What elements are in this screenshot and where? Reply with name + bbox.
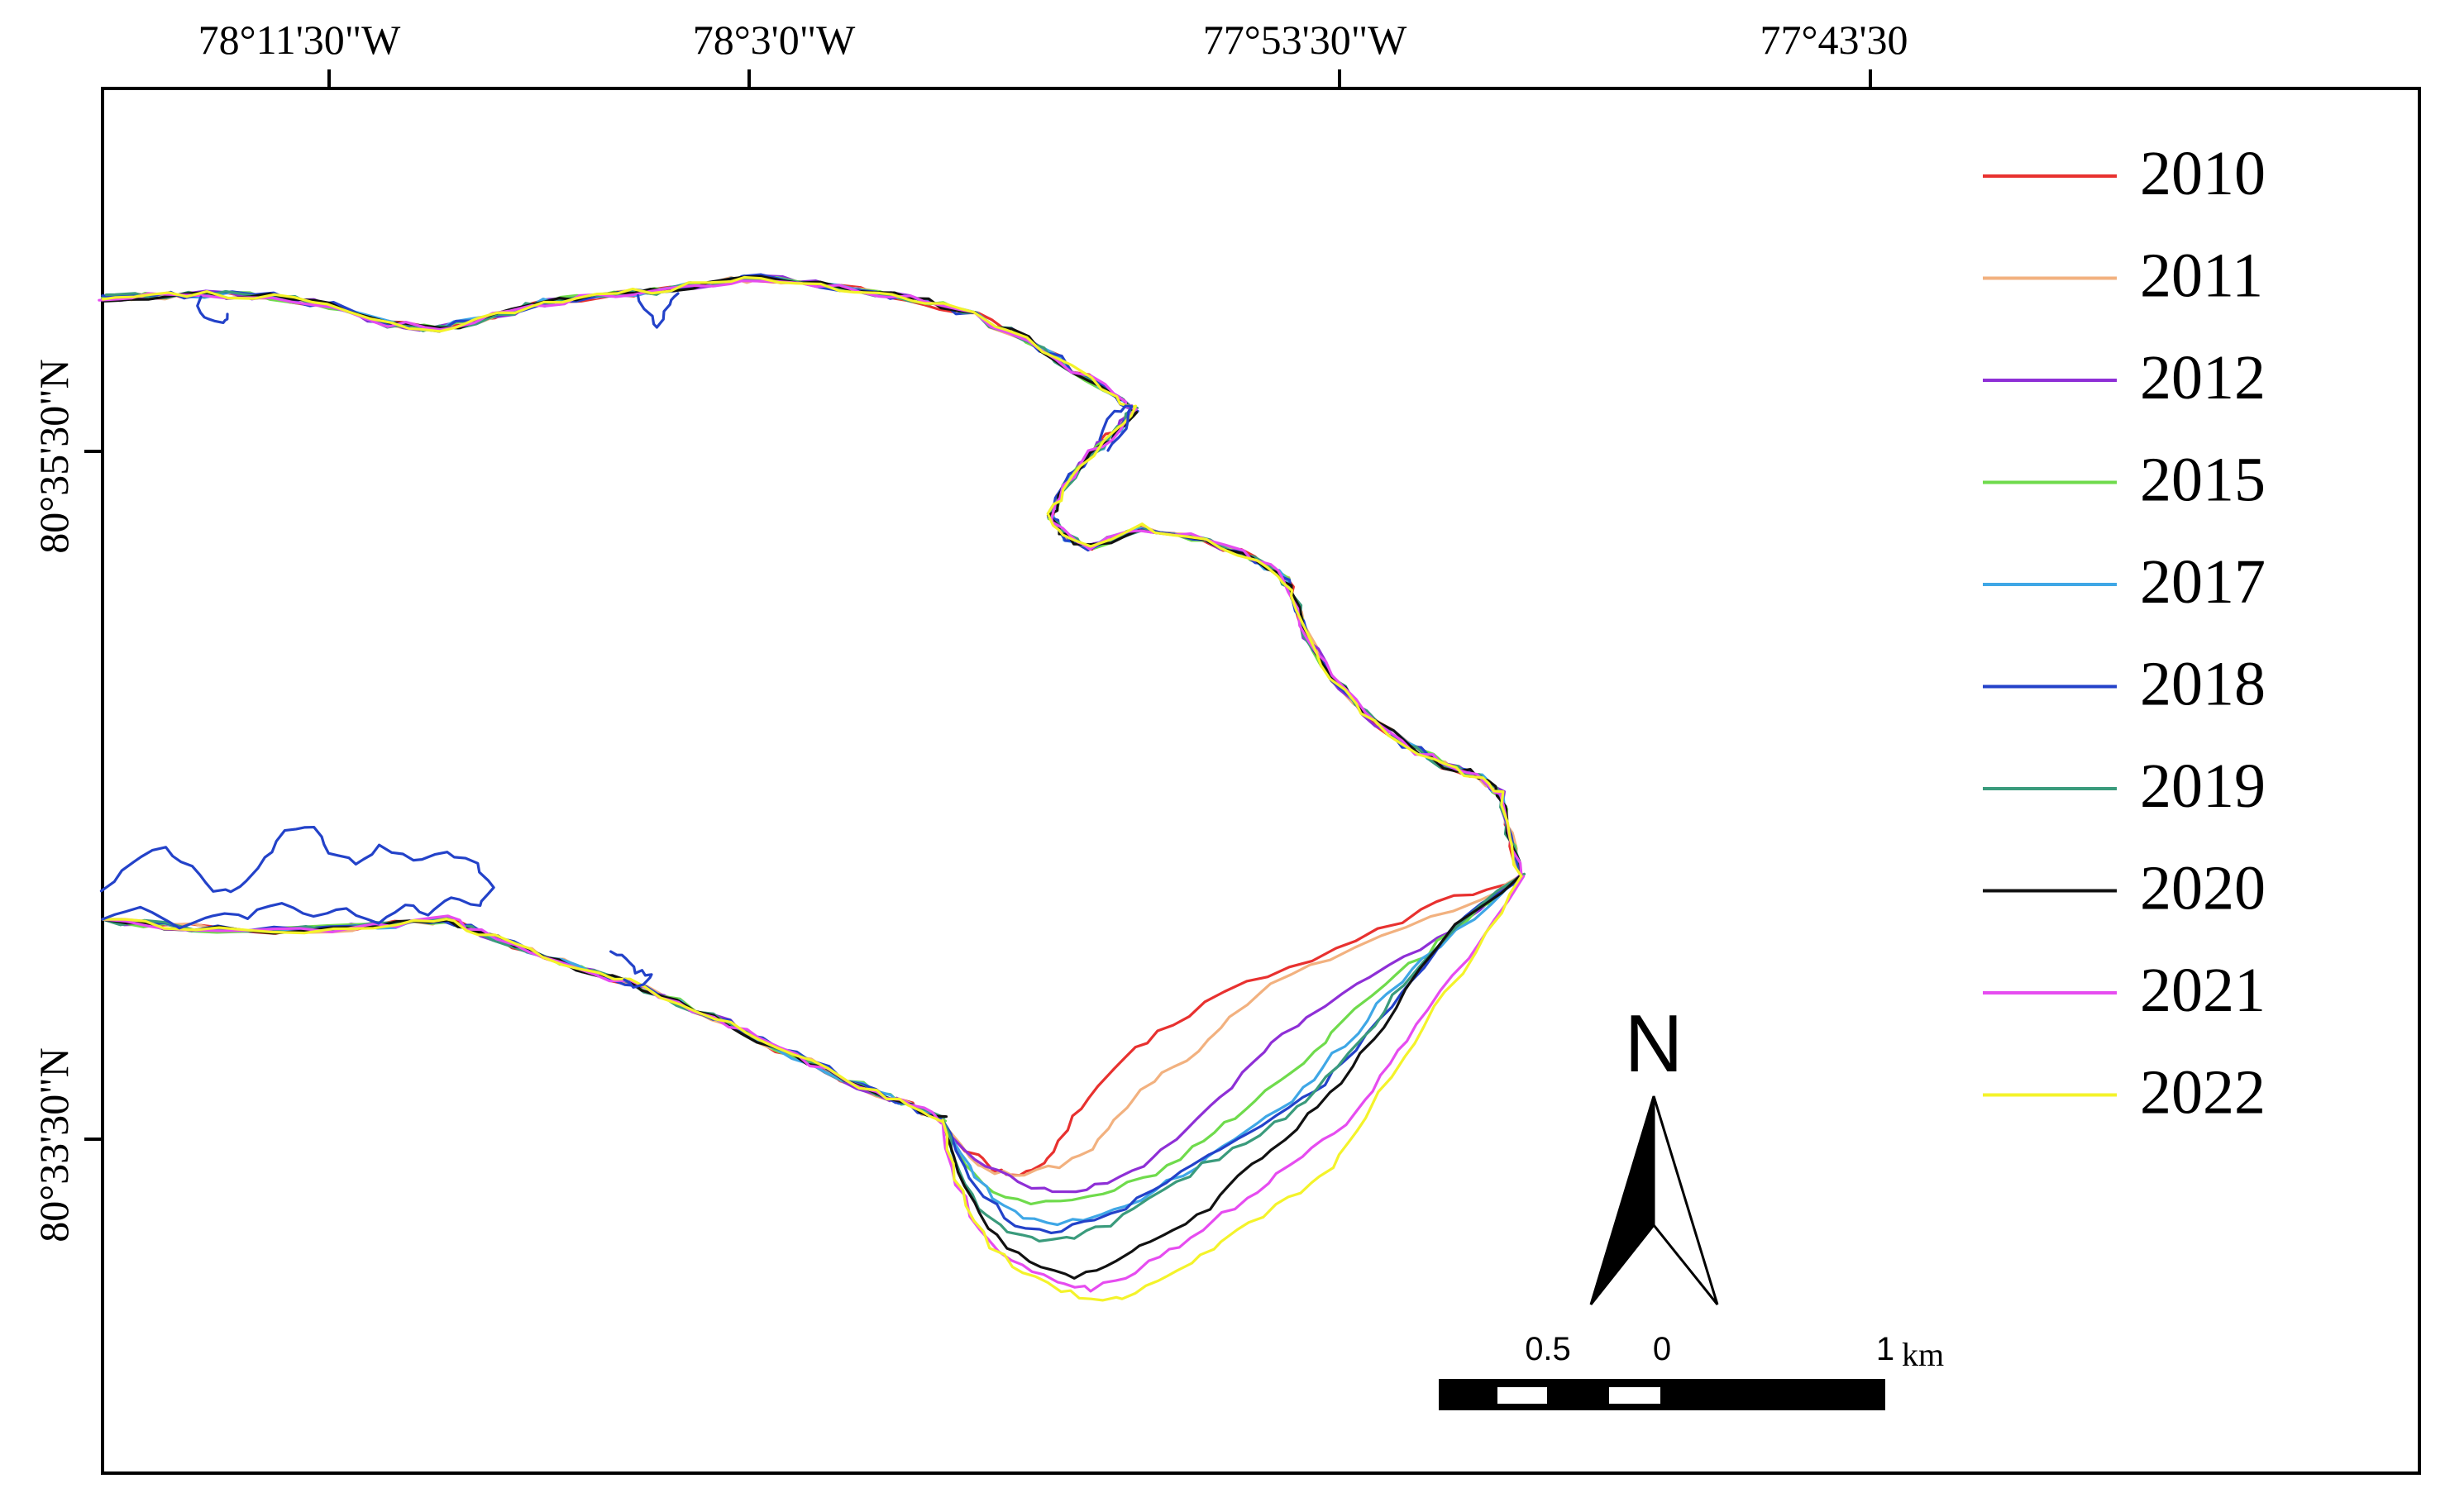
map-frame (101, 87, 2421, 1475)
scale-bar-segment-light-2 (1609, 1387, 1660, 1404)
outline-north-2021 (98, 279, 1523, 878)
glacier-outlines (98, 273, 1526, 1302)
legend-label-2018: 2018 (2140, 650, 2266, 719)
lat-label-2: 80°33'30"N (31, 1047, 77, 1243)
lon-label-2: 78°3'0"W (693, 17, 856, 63)
outline-south-2022 (101, 918, 945, 1123)
scale-label-0-5: 0.5 (1525, 1331, 1571, 1367)
legend-label-2012: 2012 (2140, 343, 2266, 413)
outline-patch-2018-4 (1098, 404, 1134, 452)
north-arrow: N (1589, 998, 1719, 1305)
lon-label-3: 77°53'30"W (1203, 17, 1407, 63)
terminus-2017 (941, 876, 1521, 1227)
legend-label-2019: 2019 (2140, 751, 2266, 821)
outline-patch-2018-5 (609, 950, 653, 989)
north-label: N (1625, 998, 1683, 1089)
legend-label-2021: 2021 (2140, 956, 2266, 1025)
scale-unit: km (1902, 1336, 1944, 1373)
latitude-labels: 80°35'30"N 80°33'30"N (31, 359, 77, 1243)
outline-north-2020 (101, 274, 1523, 878)
scale-bar-segment-light-1 (1497, 1387, 1547, 1404)
terminus-2020 (941, 874, 1523, 1280)
terminus-2019 (941, 872, 1526, 1243)
legend-label-2015: 2015 (2140, 446, 2266, 515)
longitude-ticks (327, 69, 1872, 88)
outline-north-2017 (104, 275, 1523, 878)
legend-label-2020: 2020 (2140, 854, 2266, 923)
longitude-labels: 78°11'30"W 78°3'0"W 77°53'30"W 77°43'30 (198, 17, 1908, 63)
terminus-2012 (941, 874, 1521, 1194)
legend-label-2010: 2010 (2140, 139, 2266, 208)
lon-label-1: 78°11'30"W (198, 17, 402, 63)
outline-north-2019 (104, 278, 1523, 878)
outline-north-2012 (104, 274, 1523, 878)
outline-patch-2018-2 (196, 295, 229, 325)
terminus-2022 (941, 875, 1522, 1302)
outline-patch-2018-3 (636, 292, 680, 329)
latitude-ticks (84, 450, 103, 1141)
lat-label-1: 80°35'30"N (31, 359, 77, 554)
scale-bar: 0.5 0 1 km (1439, 1331, 1944, 1410)
terminus-2018 (941, 877, 1524, 1235)
outline-north-2018 (101, 273, 1523, 878)
outline-north-2011 (100, 275, 1523, 878)
terminus-2015 (941, 875, 1524, 1206)
outline-north-2010 (103, 277, 1523, 878)
legend: 2010 2011 2012 2015 2017 2018 2019 2020 2021 2022 (1983, 139, 2266, 1128)
north-arrow-light-half-icon (1652, 1095, 1719, 1305)
legend-label-2011: 2011 (2140, 241, 2263, 311)
outline-north-2022 (101, 275, 1523, 878)
terminus-2010 (941, 877, 1522, 1177)
outline-north-2015 (100, 274, 1523, 878)
legend-label-2017: 2017 (2140, 547, 2266, 617)
scale-label-1: 1 (1876, 1331, 1894, 1367)
lon-label-4: 77°43'30 (1760, 17, 1908, 63)
outline-patch-2018-1 (99, 825, 495, 930)
legend-label-2022: 2022 (2140, 1058, 2266, 1128)
north-arrow-dark-half-icon (1589, 1095, 1655, 1305)
terminus-2011 (941, 872, 1525, 1177)
scale-label-0: 0 (1653, 1331, 1671, 1367)
